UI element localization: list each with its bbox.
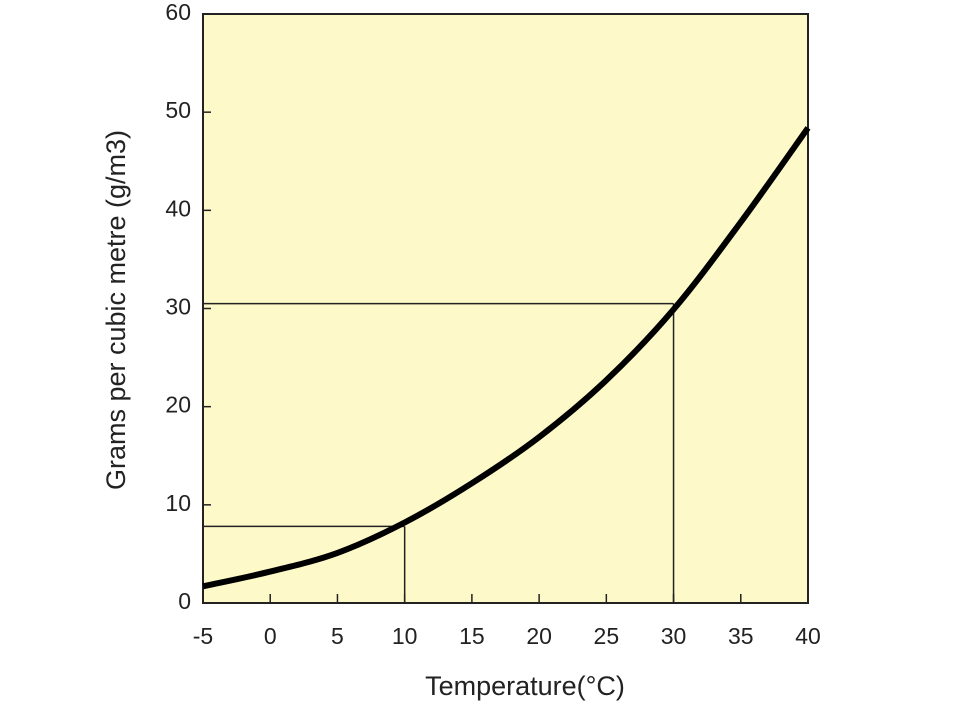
y-tick-label: 50 (165, 97, 191, 123)
y-tick-label: 30 (165, 294, 191, 320)
y-tick-label: 60 (165, 0, 191, 25)
x-tick-label: 10 (392, 623, 418, 649)
x-tick-label: 25 (594, 623, 620, 649)
x-tick-label: 0 (264, 623, 277, 649)
y-tick-label: 40 (165, 195, 191, 221)
x-tick-label: 5 (331, 623, 344, 649)
x-axis-title: Temperature(°C) (425, 671, 625, 701)
x-tick-label: -5 (193, 623, 213, 649)
y-tick-label: 0 (178, 588, 191, 614)
x-tick-label: 35 (728, 623, 754, 649)
x-tick-label: 30 (661, 623, 687, 649)
x-tick-label: 15 (459, 623, 485, 649)
y-axis-title: Grams per cubic metre (g/m3) (101, 130, 131, 490)
y-tick-label: 20 (165, 392, 191, 418)
x-tick-label: 40 (795, 623, 821, 649)
x-tick-label: 20 (526, 623, 552, 649)
plot-area (202, 13, 809, 604)
curve (202, 126, 811, 590)
y-tick-label: 10 (165, 490, 191, 516)
